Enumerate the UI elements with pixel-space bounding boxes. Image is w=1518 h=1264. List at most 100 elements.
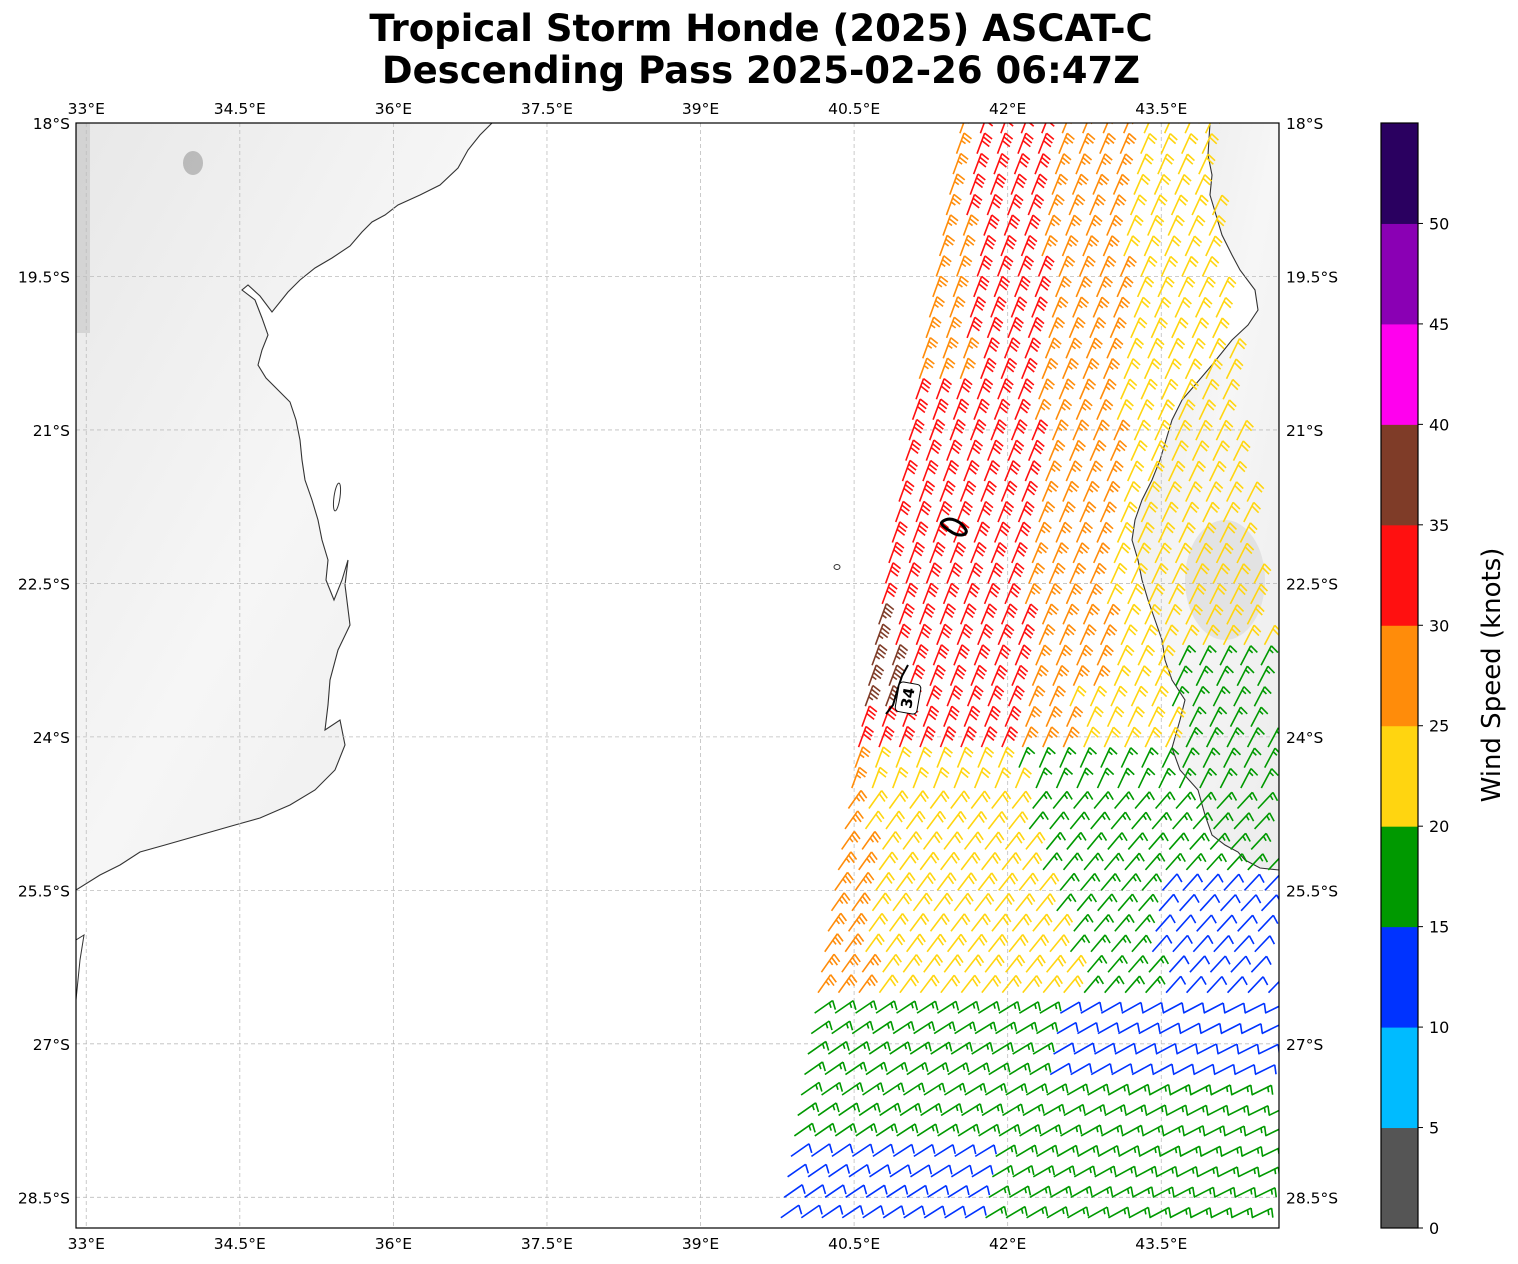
wind-barb (1015, 1021, 1038, 1035)
wind-barb (1150, 317, 1168, 339)
wind-barb (1152, 1063, 1175, 1076)
wind-barb (1134, 791, 1155, 810)
wind-barb (1073, 1042, 1096, 1055)
wind-barb (1086, 954, 1108, 973)
wind-barb (1069, 562, 1087, 584)
wind-barb (1254, 1064, 1277, 1076)
wind-barb (971, 1041, 994, 1055)
wind-barb (953, 644, 970, 666)
wind-barb (901, 459, 918, 482)
wind-barb (1003, 214, 1021, 236)
wind-barb (1165, 975, 1187, 994)
wind-barb (1109, 194, 1127, 216)
wind-barb (905, 810, 926, 830)
wind-barb (1164, 358, 1182, 380)
wind-barb (1268, 1105, 1279, 1117)
wind-barb (1168, 955, 1190, 973)
wind-barb (1025, 831, 1046, 850)
wind-barb (1135, 1165, 1158, 1178)
wind-barb (1234, 1063, 1257, 1076)
wind-barb (1066, 954, 1087, 973)
wind-barb (1017, 501, 1035, 523)
wind-barb (1158, 644, 1176, 666)
wind-barb (928, 296, 945, 318)
wind-barb (1123, 603, 1142, 625)
wind-barb (1000, 357, 1018, 380)
wind-barb (875, 872, 895, 891)
wind-barb (1150, 440, 1169, 461)
wind-barb (1099, 378, 1117, 400)
wind-barb (1116, 276, 1134, 298)
wind-barb (1000, 234, 1017, 257)
wind-barb (1063, 1103, 1086, 1117)
storm-center-contour (940, 517, 968, 537)
wind-barb (985, 1205, 1008, 1219)
wind-barb (1213, 812, 1234, 830)
wind-barb (1223, 1002, 1246, 1014)
wind-barb (987, 685, 1005, 707)
wind-barb (1097, 1145, 1120, 1158)
wind-barb (1241, 1145, 1264, 1158)
wind-barb (1205, 726, 1224, 748)
wind-barb (1073, 1165, 1097, 1178)
wind-barb (1203, 1125, 1226, 1137)
wind-barb (1201, 133, 1219, 155)
wind-barb (878, 851, 899, 871)
wind-barb (959, 123, 970, 134)
wind-barb (1174, 542, 1193, 564)
colorbar-segment (1381, 524, 1418, 626)
wind-barb (1124, 726, 1142, 748)
wind-barb (908, 664, 926, 687)
wind-barb (1219, 645, 1238, 666)
wind-barb (987, 933, 1009, 953)
wind-barb (1106, 706, 1125, 727)
wind-barb (1031, 296, 1048, 318)
wind-barb (800, 1081, 823, 1096)
wind-barb (1102, 235, 1120, 257)
wind-barb (821, 1081, 844, 1096)
wind-barb (1261, 1023, 1279, 1035)
wind-barb (1253, 563, 1272, 584)
wind-barb (1090, 811, 1111, 830)
wind-barb (895, 623, 912, 646)
wind-barb (851, 892, 872, 912)
wind-barb (1171, 563, 1190, 584)
wind-barb (1106, 583, 1125, 605)
lon-tick-label-bottom: 34.5°E (214, 1235, 266, 1253)
wind-barb (995, 1021, 1018, 1035)
lon-tick-label-top: 33°E (68, 100, 105, 118)
wind-barb (964, 1082, 987, 1096)
wind-barb (1246, 604, 1265, 625)
wind-barb (1243, 873, 1265, 891)
wind-barb (1019, 1124, 1042, 1137)
wind-barb (963, 831, 984, 850)
wind-barb (1151, 934, 1173, 953)
wind-barb (1003, 337, 1021, 359)
wind-barb (1063, 975, 1084, 994)
wind-barb (862, 1082, 885, 1096)
wind-barb (957, 872, 978, 891)
wind-barb (963, 582, 980, 605)
wind-barb (845, 1184, 868, 1198)
colorbar-segment (1381, 424, 1418, 526)
wind-barb (1070, 1062, 1093, 1076)
wind-barb (1041, 235, 1059, 257)
wind-barb (1254, 935, 1276, 953)
wind-barb (1096, 644, 1114, 666)
topo-patch (183, 151, 203, 175)
wind-barb (1229, 583, 1248, 605)
wind-barb (1237, 1043, 1260, 1055)
wind-barb (1046, 1083, 1069, 1096)
wind-barb (1103, 603, 1121, 625)
wind-barb (1215, 296, 1234, 318)
wind-barb (1194, 174, 1213, 195)
wind-barb (1240, 894, 1262, 912)
wind-barb (1096, 398, 1114, 421)
wind-barb (1075, 153, 1093, 175)
wind-barb (1036, 1021, 1059, 1035)
wind-barb (1065, 583, 1083, 605)
wind-barb (787, 1163, 810, 1178)
wind-barb (923, 1205, 946, 1219)
wind-barb (1018, 746, 1036, 768)
